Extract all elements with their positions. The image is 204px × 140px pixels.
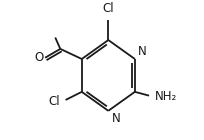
Text: N: N	[111, 112, 120, 125]
Text: N: N	[138, 45, 147, 58]
Text: Cl: Cl	[102, 2, 114, 15]
Text: Cl: Cl	[49, 95, 60, 108]
Text: NH₂: NH₂	[155, 90, 177, 103]
Text: O: O	[35, 51, 44, 64]
